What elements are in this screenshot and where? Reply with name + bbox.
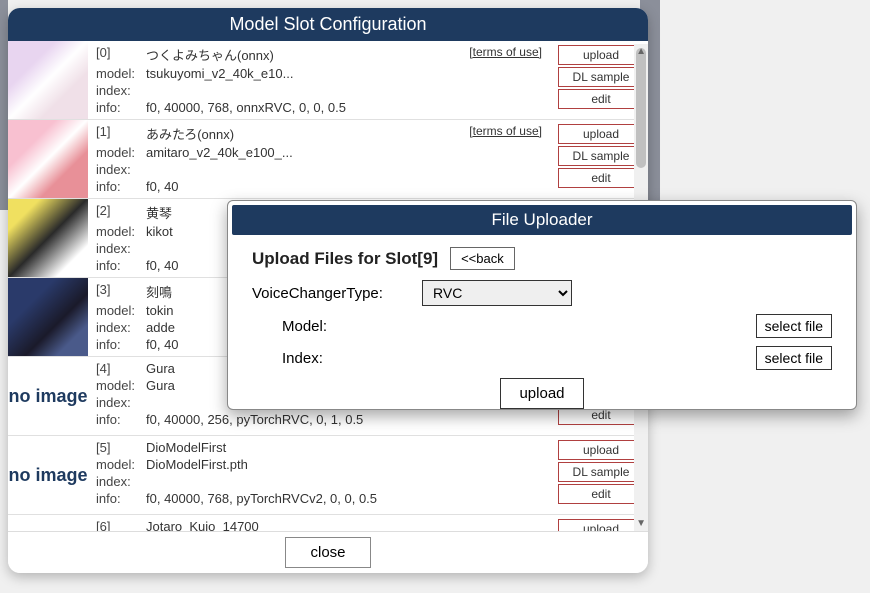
slot-index: [2] [96, 203, 146, 222]
slot-avatar [8, 120, 88, 198]
slot-index-label: index: [96, 395, 146, 410]
footer-bar: close [8, 531, 648, 573]
slot-index-value [146, 162, 550, 177]
dl-sample-button[interactable]: DL sample [558, 462, 644, 482]
upload-button[interactable]: upload [500, 378, 583, 409]
slot-index: [0] [96, 45, 146, 64]
slot-info-label: info: [96, 258, 146, 273]
slot-index-label: index: [96, 474, 146, 489]
slot-model-value: tsukuyomi_v2_40k_e10... [146, 66, 550, 81]
slot-name: つくよみちゃん(onnx) [146, 45, 469, 64]
slot-name: DioModelFirst [146, 440, 550, 455]
uploader-window: File Uploader Upload Files for Slot[9] <… [227, 200, 857, 410]
slot-info: [1]あみたろ(onnx)[terms of use] model:amitaro… [88, 120, 558, 198]
slot-name: Jotaro_Kujo_14700 [146, 519, 550, 531]
back-button[interactable]: <<back [450, 247, 515, 270]
slot-info-value: f0, 40 [146, 179, 550, 194]
slot-info-label: info: [96, 491, 146, 506]
select-model-file-button[interactable]: select file [756, 314, 832, 338]
slot-info-label: info: [96, 100, 146, 115]
slot-row: no image[5]DioModelFirstmodel:DioModelFi… [8, 436, 648, 515]
slot-info: [6]Jotaro_Kujo_14700model:Jotaro_Kujo_14… [88, 515, 558, 531]
slot-index-value [146, 83, 550, 98]
slot-index: [1] [96, 124, 146, 143]
slot-model-label: model: [96, 66, 146, 81]
edit-button[interactable]: edit [558, 89, 644, 109]
edit-button[interactable]: edit [558, 484, 644, 504]
slot-index-label: index: [96, 320, 146, 335]
no-image-placeholder: no image [8, 515, 88, 531]
slot-avatar [8, 278, 88, 356]
slot-info: [0]つくよみちゃん(onnx)[terms of use] model:tsuk… [88, 41, 558, 119]
slot-model-label: model: [96, 457, 146, 472]
slot-name: あみたろ(onnx) [146, 124, 469, 143]
scroll-down-arrow[interactable]: ▼ [636, 518, 646, 529]
scrollbar-thumb[interactable] [636, 48, 646, 168]
slot-model-value: amitaro_v2_40k_e100_... [146, 145, 550, 160]
dl-sample-button[interactable]: DL sample [558, 146, 644, 166]
close-button[interactable]: close [285, 537, 370, 568]
slot-avatar [8, 199, 88, 277]
slot-info-label: info: [96, 179, 146, 194]
slot-model-value: DioModelFirst.pth [146, 457, 550, 472]
no-image-placeholder: no image [8, 436, 88, 514]
model-label: Model: [252, 318, 422, 335]
terms-of-use-link[interactable]: [terms of use] [469, 124, 550, 143]
upload-button[interactable]: upload [558, 45, 644, 65]
slot-model-label: model: [96, 224, 146, 239]
index-label: Index: [252, 350, 422, 367]
slot-info-value: f0, 40000, 768, onnxRVC, 0, 0, 0.5 [146, 100, 550, 115]
slot-index-label: index: [96, 241, 146, 256]
upload-button[interactable]: upload [558, 124, 644, 144]
slot-model-label: model: [96, 145, 146, 160]
edit-button[interactable]: edit [558, 168, 644, 188]
uploader-body: Upload Files for Slot[9] <<back VoiceCha… [228, 239, 856, 417]
slot-info: [5]DioModelFirstmodel:DioModelFirst.pthi… [88, 436, 558, 514]
slot-index-label: index: [96, 83, 146, 98]
dl-sample-button[interactable]: DL sample [558, 67, 644, 87]
slot-model-label: model: [96, 303, 146, 318]
slot-row: [0]つくよみちゃん(onnx)[terms of use] model:tsuk… [8, 41, 648, 120]
bg-strip-left [0, 0, 8, 210]
uploader-heading: Upload Files for Slot[9] [252, 249, 438, 269]
slot-row: [1]あみたろ(onnx)[terms of use] model:amitaro… [8, 120, 648, 199]
voice-changer-type-select[interactable]: RVC [422, 280, 572, 306]
slot-info-label: info: [96, 412, 146, 427]
slot-index-value [146, 474, 550, 489]
upload-button[interactable]: upload [558, 440, 644, 460]
slot-row: no image[6]Jotaro_Kujo_14700model:Jotaro… [8, 515, 648, 531]
slot-index-label: index: [96, 162, 146, 177]
config-title: Model Slot Configuration [8, 8, 648, 41]
slot-index: [3] [96, 282, 146, 301]
slot-index: [4] [96, 361, 146, 376]
terms-of-use-link[interactable]: [terms of use] [469, 45, 550, 64]
slot-info-value: f0, 40000, 768, pyTorchRVCv2, 0, 0, 0.5 [146, 491, 550, 506]
slot-avatar [8, 41, 88, 119]
upload-button[interactable]: upload [558, 519, 644, 531]
scroll-up-arrow[interactable]: ▲ [636, 46, 646, 57]
select-index-file-button[interactable]: select file [756, 346, 832, 370]
no-image-placeholder: no image [8, 357, 88, 435]
slot-info-label: info: [96, 337, 146, 352]
slot-index: [5] [96, 440, 146, 455]
uploader-title: File Uploader [232, 205, 852, 235]
type-label: VoiceChangerType: [252, 285, 422, 302]
slot-index: [6] [96, 519, 146, 531]
slot-model-label: model: [96, 378, 146, 393]
